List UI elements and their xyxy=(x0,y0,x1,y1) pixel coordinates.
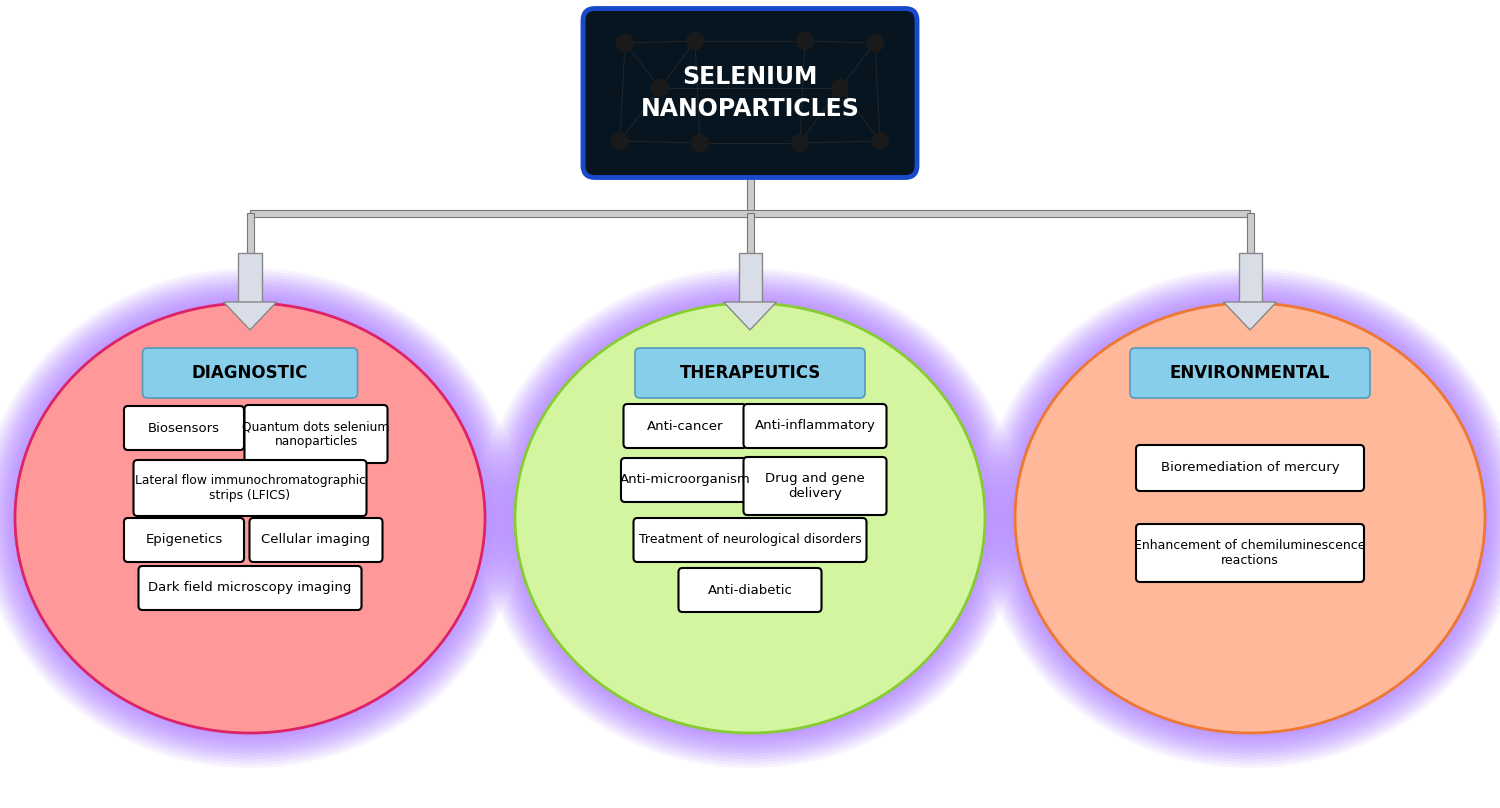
Text: Biosensors: Biosensors xyxy=(148,422,220,435)
Polygon shape xyxy=(1246,213,1254,253)
Polygon shape xyxy=(1239,253,1262,302)
Circle shape xyxy=(616,35,633,52)
FancyBboxPatch shape xyxy=(134,460,366,516)
Ellipse shape xyxy=(509,297,992,739)
Polygon shape xyxy=(246,213,254,253)
Text: SELENIUM
NANOPARTICLES: SELENIUM NANOPARTICLES xyxy=(640,65,860,121)
Polygon shape xyxy=(723,302,777,330)
Ellipse shape xyxy=(986,274,1500,762)
Ellipse shape xyxy=(994,283,1500,753)
Ellipse shape xyxy=(6,294,494,742)
Ellipse shape xyxy=(489,277,1011,760)
Circle shape xyxy=(792,134,808,152)
Ellipse shape xyxy=(0,271,518,765)
Text: Enhancement of chemiluminescence
reactions: Enhancement of chemiluminescence reactio… xyxy=(1134,539,1365,567)
Polygon shape xyxy=(1224,302,1276,330)
FancyBboxPatch shape xyxy=(744,404,886,448)
Ellipse shape xyxy=(1016,303,1485,733)
FancyBboxPatch shape xyxy=(678,568,822,612)
Circle shape xyxy=(651,79,669,96)
Ellipse shape xyxy=(483,271,1017,765)
Ellipse shape xyxy=(0,280,509,756)
Text: Anti-inflammatory: Anti-inflammatory xyxy=(754,419,876,432)
Text: Bioremediation of mercury: Bioremediation of mercury xyxy=(1161,461,1340,474)
FancyBboxPatch shape xyxy=(1136,445,1364,491)
Ellipse shape xyxy=(3,292,496,745)
Ellipse shape xyxy=(998,285,1500,751)
Ellipse shape xyxy=(506,294,993,742)
FancyBboxPatch shape xyxy=(244,405,387,463)
Polygon shape xyxy=(238,253,261,302)
Ellipse shape xyxy=(1000,288,1500,747)
Circle shape xyxy=(871,133,888,149)
Ellipse shape xyxy=(9,297,490,739)
Circle shape xyxy=(831,79,849,96)
Ellipse shape xyxy=(1007,294,1494,742)
Ellipse shape xyxy=(988,277,1500,760)
FancyBboxPatch shape xyxy=(1130,348,1370,398)
Ellipse shape xyxy=(1010,297,1491,739)
Ellipse shape xyxy=(498,285,1002,751)
Text: Dark field microscopy imaging: Dark field microscopy imaging xyxy=(148,582,351,595)
Ellipse shape xyxy=(15,303,484,733)
Text: Anti-microorganism: Anti-microorganism xyxy=(620,473,750,486)
Ellipse shape xyxy=(0,288,500,747)
Text: Anti-diabetic: Anti-diabetic xyxy=(708,583,792,596)
Ellipse shape xyxy=(0,274,514,762)
Ellipse shape xyxy=(980,268,1500,768)
Polygon shape xyxy=(747,213,753,253)
Ellipse shape xyxy=(495,283,1005,753)
Text: Drug and gene
delivery: Drug and gene delivery xyxy=(765,472,865,500)
Polygon shape xyxy=(251,209,1250,217)
FancyBboxPatch shape xyxy=(624,404,747,448)
FancyBboxPatch shape xyxy=(249,518,382,562)
Ellipse shape xyxy=(501,288,999,747)
Text: ENVIRONMENTAL: ENVIRONMENTAL xyxy=(1170,364,1330,382)
Ellipse shape xyxy=(992,280,1500,756)
Ellipse shape xyxy=(486,274,1014,762)
Circle shape xyxy=(867,35,883,52)
Circle shape xyxy=(687,32,703,49)
Circle shape xyxy=(796,32,813,49)
FancyBboxPatch shape xyxy=(633,518,867,562)
Text: Lateral flow immunochromatographic
strips (LFICS): Lateral flow immunochromatographic strip… xyxy=(135,474,366,502)
Circle shape xyxy=(692,134,708,152)
Circle shape xyxy=(612,133,628,149)
FancyBboxPatch shape xyxy=(621,458,748,502)
Ellipse shape xyxy=(514,303,986,733)
Polygon shape xyxy=(747,167,753,213)
FancyBboxPatch shape xyxy=(124,406,244,450)
Ellipse shape xyxy=(492,280,1008,756)
Polygon shape xyxy=(224,302,276,330)
FancyBboxPatch shape xyxy=(138,566,362,610)
FancyBboxPatch shape xyxy=(1136,524,1364,582)
Ellipse shape xyxy=(480,268,1020,768)
Ellipse shape xyxy=(12,300,488,736)
Ellipse shape xyxy=(1013,300,1488,736)
Text: Quantum dots selenium
nanoparticles: Quantum dots selenium nanoparticles xyxy=(243,420,390,448)
FancyBboxPatch shape xyxy=(744,457,886,515)
Text: THERAPEUTICS: THERAPEUTICS xyxy=(680,364,820,382)
Polygon shape xyxy=(738,253,762,302)
FancyBboxPatch shape xyxy=(142,348,357,398)
Ellipse shape xyxy=(0,268,520,768)
Ellipse shape xyxy=(982,271,1500,765)
FancyBboxPatch shape xyxy=(634,348,866,398)
Text: DIAGNOSTIC: DIAGNOSTIC xyxy=(192,364,308,382)
FancyBboxPatch shape xyxy=(584,9,916,178)
Text: Treatment of neurological disorders: Treatment of neurological disorders xyxy=(639,533,861,546)
Text: Epigenetics: Epigenetics xyxy=(146,533,222,546)
Text: Anti-cancer: Anti-cancer xyxy=(646,419,723,432)
Ellipse shape xyxy=(1004,292,1497,745)
Ellipse shape xyxy=(504,292,996,745)
Ellipse shape xyxy=(0,277,512,760)
Text: Cellular imaging: Cellular imaging xyxy=(261,533,370,546)
Ellipse shape xyxy=(0,283,506,753)
FancyBboxPatch shape xyxy=(124,518,244,562)
Ellipse shape xyxy=(0,285,503,751)
Ellipse shape xyxy=(512,300,988,736)
